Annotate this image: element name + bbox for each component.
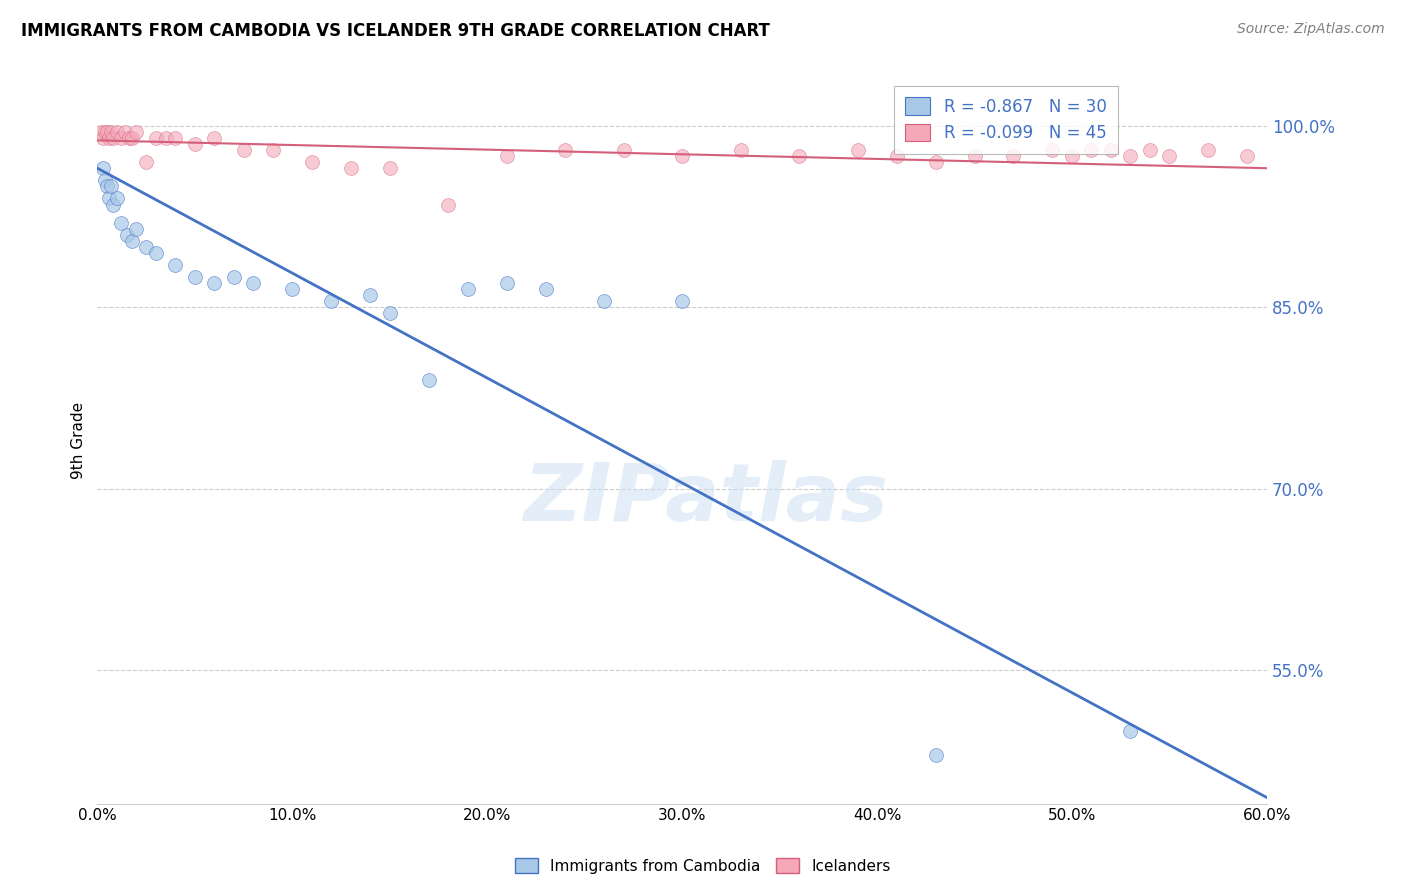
Point: [96, 179, 118, 194]
Point: [359, 288, 381, 302]
Legend: R = -0.867   N = 30, R = -0.099   N = 45: R = -0.867 N = 30, R = -0.099 N = 45: [894, 86, 1118, 153]
Point: [184, 270, 207, 285]
Point: [730, 143, 752, 157]
Point: [90, 125, 112, 139]
Point: [613, 143, 636, 157]
Point: [554, 143, 576, 157]
Text: ZIPatlas: ZIPatlas: [523, 459, 889, 538]
Point: [135, 155, 157, 169]
Point: [135, 240, 157, 254]
Text: IMMIGRANTS FROM CAMBODIA VS ICELANDER 9TH GRADE CORRELATION CHART: IMMIGRANTS FROM CAMBODIA VS ICELANDER 9T…: [21, 22, 770, 40]
Point: [100, 179, 122, 194]
Legend: Immigrants from Cambodia, Icelanders: Immigrants from Cambodia, Icelanders: [509, 852, 897, 880]
Point: [262, 143, 284, 157]
Point: [886, 149, 908, 163]
Point: [184, 136, 207, 151]
Point: [94, 173, 117, 187]
Point: [121, 234, 143, 248]
Point: [378, 306, 401, 320]
Point: [671, 149, 693, 163]
Point: [418, 373, 440, 387]
Point: [437, 197, 460, 211]
Point: [101, 197, 124, 211]
Point: [91, 161, 114, 176]
Point: [117, 131, 139, 145]
Point: [1159, 149, 1181, 163]
Point: [534, 282, 557, 296]
Point: [121, 131, 143, 145]
Point: [110, 131, 132, 145]
Point: [339, 161, 361, 176]
Point: [457, 282, 479, 296]
Point: [1197, 143, 1219, 157]
Point: [1119, 149, 1142, 163]
Point: [115, 227, 138, 242]
Point: [301, 155, 323, 169]
Point: [222, 270, 245, 285]
Text: Source: ZipAtlas.com: Source: ZipAtlas.com: [1237, 22, 1385, 37]
Point: [105, 125, 128, 139]
Point: [593, 294, 616, 309]
Point: [1099, 143, 1122, 157]
Point: [321, 294, 343, 309]
Point: [787, 149, 810, 163]
Point: [155, 131, 177, 145]
Point: [125, 125, 148, 139]
Point: [165, 258, 187, 272]
Point: [98, 131, 121, 145]
Point: [1060, 149, 1083, 163]
Point: [1080, 143, 1102, 157]
Point: [98, 191, 121, 205]
Point: [110, 216, 132, 230]
Point: [924, 155, 946, 169]
Point: [96, 125, 118, 139]
Point: [114, 125, 136, 139]
Point: [94, 125, 117, 139]
Point: [100, 125, 122, 139]
Point: [1236, 149, 1258, 163]
Point: [846, 143, 869, 157]
Point: [232, 143, 254, 157]
Point: [378, 161, 401, 176]
Point: [495, 149, 517, 163]
Point: [924, 748, 946, 763]
Point: [1119, 724, 1142, 739]
Point: [1002, 149, 1025, 163]
Point: [165, 131, 187, 145]
Point: [242, 276, 264, 290]
Point: [125, 221, 148, 235]
Point: [671, 294, 693, 309]
Point: [105, 191, 128, 205]
Point: [495, 276, 517, 290]
Point: [1139, 143, 1161, 157]
Y-axis label: 9th Grade: 9th Grade: [72, 402, 86, 479]
Point: [281, 282, 304, 296]
Point: [91, 131, 114, 145]
Point: [202, 276, 225, 290]
Point: [101, 131, 124, 145]
Point: [202, 131, 225, 145]
Point: [145, 246, 167, 260]
Point: [145, 131, 167, 145]
Point: [963, 149, 986, 163]
Point: [1042, 143, 1064, 157]
